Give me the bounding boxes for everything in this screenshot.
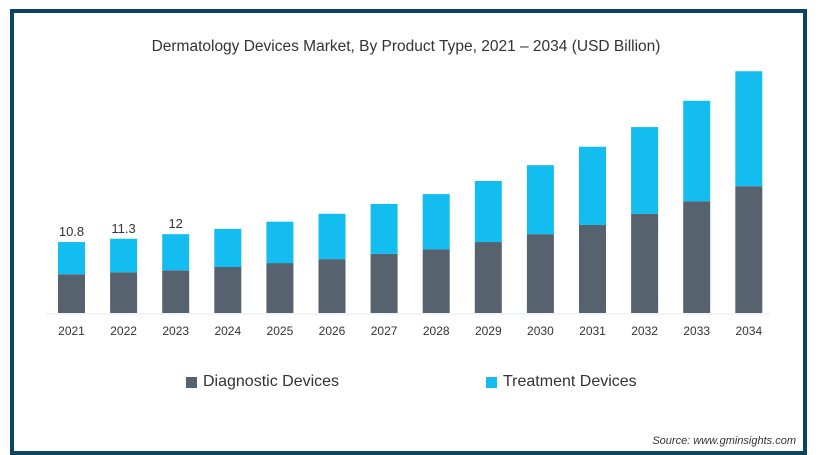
bar-diagnostic-2028 — [422, 249, 450, 313]
legend-item-diagnostic: Diagnostic Devices — [186, 373, 339, 391]
x-tick-label-2024: 2024 — [214, 324, 241, 338]
bar-diagnostic-2032 — [631, 213, 659, 313]
bar-diagnostic-2023 — [162, 270, 190, 313]
x-tick-label-2034: 2034 — [735, 324, 762, 338]
bar-diagnostic-2029 — [474, 242, 502, 313]
x-tick-label-2021: 2021 — [58, 324, 85, 338]
bar-diagnostic-2025 — [266, 263, 294, 313]
bar-treatment-2022 — [110, 238, 138, 273]
legend-item-treatment: Treatment Devices — [486, 373, 637, 391]
legend-label-diagnostic: Diagnostic Devices — [203, 373, 340, 390]
bar-treatment-2032 — [631, 127, 659, 214]
bar-diagnostic-2024 — [214, 267, 242, 313]
bar-diagnostic-2030 — [526, 234, 554, 313]
x-tick-label-2031: 2031 — [579, 324, 606, 338]
bar-treatment-2024 — [214, 228, 242, 268]
bar-treatment-2025 — [266, 221, 294, 264]
bar-treatment-2021 — [58, 242, 85, 275]
bar-treatment-2027 — [370, 203, 398, 254]
source-note: Source: www.gminsights.com — [652, 435, 796, 447]
legend-swatch-treatment — [486, 376, 497, 388]
bar-diagnostic-2033 — [683, 201, 711, 313]
bar-diagnostic-2031 — [579, 224, 606, 313]
x-tick-label-2028: 2028 — [423, 324, 450, 338]
data-label-total-2023: 12 — [168, 216, 182, 231]
bar-treatment-2026 — [318, 213, 346, 260]
chart-frame — [10, 9, 807, 455]
legend-swatch-diagnostic — [186, 376, 197, 388]
x-tick-label-2025: 2025 — [267, 324, 294, 338]
x-tick-label-2027: 2027 — [371, 324, 398, 338]
bar-treatment-2023 — [162, 234, 190, 271]
x-tick-label-2029: 2029 — [475, 324, 502, 338]
x-tick-label-2022: 2022 — [110, 324, 137, 338]
bar-treatment-2029 — [474, 180, 502, 243]
bar-treatment-2031 — [579, 146, 606, 225]
bar-diagnostic-2022 — [110, 272, 138, 313]
bar-diagnostic-2027 — [370, 253, 398, 313]
legend-label-treatment: Treatment Devices — [503, 373, 637, 390]
bar-diagnostic-2026 — [318, 259, 346, 313]
bar-diagnostic-2021 — [58, 274, 85, 313]
bar-treatment-2033 — [683, 100, 711, 202]
data-label-total-2021: 10.8 — [59, 224, 84, 239]
x-tick-label-2026: 2026 — [319, 324, 346, 338]
x-tick-label-2030: 2030 — [527, 324, 554, 338]
bar-treatment-2034 — [735, 71, 763, 187]
x-tick-label-2033: 2033 — [683, 324, 710, 338]
bar-treatment-2030 — [526, 165, 554, 235]
x-tick-label-2023: 2023 — [162, 324, 189, 338]
bar-treatment-2028 — [422, 194, 450, 250]
bar-diagnostic-2034 — [735, 186, 763, 313]
chart-title: Dermatology Devices Market, By Product T… — [151, 38, 661, 55]
data-label-total-2022: 11.3 — [111, 221, 135, 236]
x-tick-label-2032: 2032 — [631, 324, 658, 338]
